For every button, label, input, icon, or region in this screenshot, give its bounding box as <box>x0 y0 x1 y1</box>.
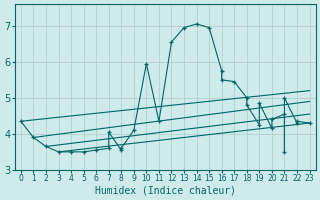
X-axis label: Humidex (Indice chaleur): Humidex (Indice chaleur) <box>95 186 236 196</box>
